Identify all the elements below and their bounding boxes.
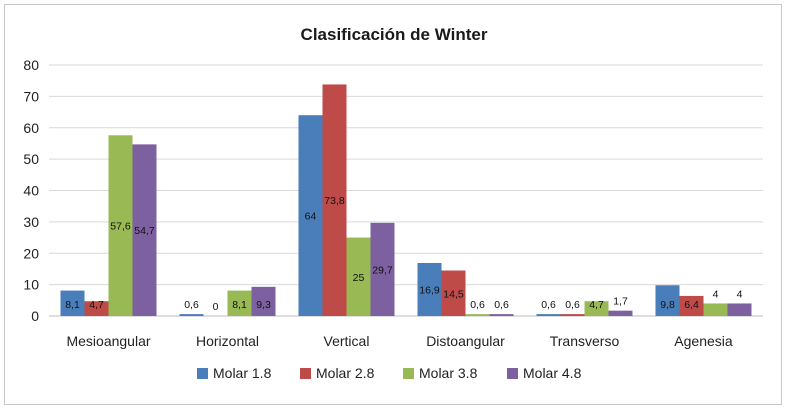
legend-swatch bbox=[300, 368, 311, 379]
y-tick-label: 60 bbox=[23, 120, 39, 136]
data-label: 4,7 bbox=[89, 299, 104, 311]
y-tick-label: 30 bbox=[23, 214, 39, 230]
x-tick-label: Horizontal bbox=[196, 333, 259, 349]
bar bbox=[560, 314, 585, 316]
data-label: 8,1 bbox=[65, 299, 80, 311]
gridlines bbox=[49, 64, 763, 317]
legend-item: Molar 1.8 bbox=[197, 365, 272, 381]
data-label: 16,9 bbox=[419, 284, 440, 296]
data-label: 4,7 bbox=[589, 299, 604, 311]
bar bbox=[727, 303, 752, 316]
x-axis-ticks: Mesioangular Horizontal Vertical Distoangul… bbox=[66, 333, 732, 349]
data-label: 6,4 bbox=[684, 299, 699, 311]
bar bbox=[465, 314, 490, 316]
legend-label: Molar 2.8 bbox=[316, 365, 375, 381]
data-label: 0 bbox=[213, 301, 219, 313]
bar bbox=[655, 285, 680, 316]
data-label: 0,6 bbox=[565, 299, 580, 311]
legend-item: Molar 3.8 bbox=[403, 365, 478, 381]
y-tick-label: 50 bbox=[23, 151, 39, 167]
data-label: 54,7 bbox=[134, 225, 155, 237]
bar bbox=[370, 222, 395, 316]
bar bbox=[417, 262, 442, 316]
data-label: 57,6 bbox=[110, 221, 131, 233]
y-tick-label: 0 bbox=[31, 308, 39, 324]
legend-swatch bbox=[507, 368, 518, 379]
bar bbox=[608, 310, 633, 316]
data-label: 8,1 bbox=[232, 299, 247, 311]
chart-title: Clasificación de Winter bbox=[301, 25, 488, 44]
bar bbox=[679, 295, 704, 316]
x-tick-label: Transverso bbox=[550, 333, 620, 349]
data-label: 0,6 bbox=[541, 299, 556, 311]
data-labels: 8,1 4,7 57,6 54,7 0,6 0 8,1 9,3 64 73,8 25 29,7 16,9… bbox=[65, 195, 742, 313]
y-tick-label: 20 bbox=[23, 245, 39, 261]
y-axis-ticks: 0 10 20 30 40 50 60 70 80 bbox=[23, 57, 39, 324]
data-label: 4 bbox=[737, 288, 743, 300]
bar bbox=[322, 84, 347, 316]
bars bbox=[60, 84, 752, 316]
bar bbox=[227, 290, 252, 316]
bar bbox=[346, 237, 371, 316]
x-tick-label: Mesioangular bbox=[66, 333, 150, 349]
data-label: 4 bbox=[713, 288, 719, 300]
bar bbox=[60, 290, 85, 316]
legend-item: Molar 4.8 bbox=[507, 365, 582, 381]
bar bbox=[489, 314, 514, 316]
data-label: 0,6 bbox=[184, 299, 199, 311]
legend-label: Molar 4.8 bbox=[523, 365, 582, 381]
legend-item: Molar 2.8 bbox=[300, 365, 375, 381]
bar bbox=[584, 301, 609, 316]
y-tick-label: 80 bbox=[23, 57, 39, 73]
data-label: 25 bbox=[353, 272, 365, 284]
bar bbox=[108, 135, 133, 316]
data-label: 9,3 bbox=[256, 299, 271, 311]
bar bbox=[536, 314, 561, 316]
data-label: 0,6 bbox=[494, 299, 509, 311]
legend: Molar 1.8 Molar 2.8 Molar 3.8 Molar 4.8 bbox=[197, 365, 582, 381]
legend-swatch bbox=[403, 368, 414, 379]
data-label: 14,5 bbox=[443, 288, 464, 300]
data-label: 29,7 bbox=[372, 264, 393, 276]
y-tick-label: 70 bbox=[23, 88, 39, 104]
bar-chart: Clasificación de Winter 0102030405060708… bbox=[23, 25, 763, 381]
data-label: 9,8 bbox=[660, 299, 675, 311]
legend-label: Molar 1.8 bbox=[213, 365, 272, 381]
bar bbox=[703, 303, 728, 316]
bar bbox=[84, 301, 109, 316]
data-label: 1,7 bbox=[613, 296, 628, 308]
bar bbox=[179, 314, 204, 316]
data-label: 64 bbox=[305, 211, 317, 223]
bar bbox=[251, 286, 276, 316]
y-tick-label: 40 bbox=[23, 183, 39, 199]
legend-label: Molar 3.8 bbox=[419, 365, 478, 381]
bar bbox=[132, 144, 157, 316]
data-label: 0,6 bbox=[470, 299, 485, 311]
y-tick-label: 10 bbox=[23, 277, 39, 293]
legend-swatch bbox=[197, 368, 208, 379]
chart-frame: Clasificación de Winter 0 10 20 30 40 50 60 70 8… bbox=[4, 4, 782, 405]
x-tick-label: Agenesia bbox=[674, 333, 733, 349]
bar bbox=[298, 115, 323, 316]
data-label: 73,8 bbox=[324, 195, 345, 207]
x-tick-label: Distoangular bbox=[426, 333, 505, 349]
bar bbox=[441, 270, 466, 316]
x-tick-label: Vertical bbox=[324, 333, 370, 349]
